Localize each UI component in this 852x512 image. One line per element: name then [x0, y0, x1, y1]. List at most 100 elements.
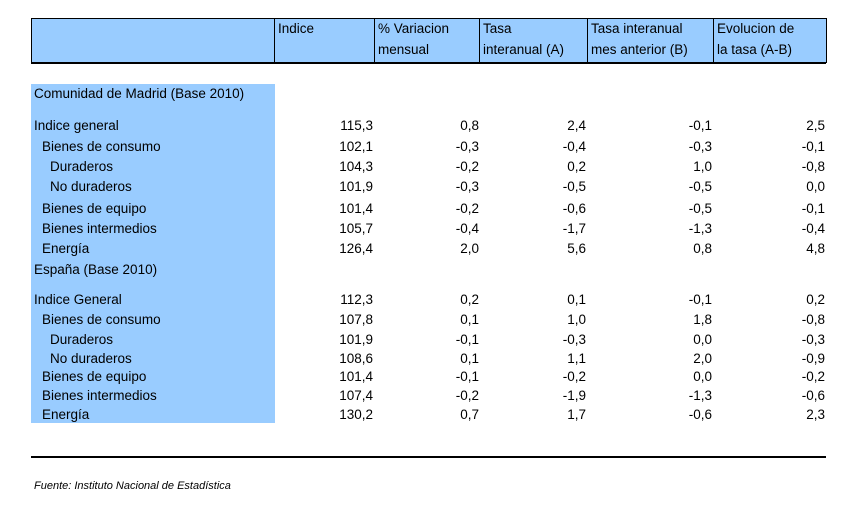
row-label: Indice general [34, 118, 119, 133]
table-cell: 101,4 [339, 369, 373, 384]
table-cell: -0,1 [688, 292, 712, 307]
table-cell: 101,4 [339, 201, 373, 216]
table-cell: -0,2 [455, 388, 479, 403]
table-cell: -0,2 [455, 159, 479, 174]
table-cell: -1,7 [562, 221, 586, 236]
table-cell: -1,3 [688, 221, 712, 236]
table-cell: 0,8 [693, 241, 712, 256]
table-cell: 2,3 [806, 407, 825, 422]
table-row: Comunidad de Madrid (Base 2010) [0, 84, 852, 104]
table-row: Bienes intermedios 107,4 -0,2 -1,9 -1,3 -0,6 [0, 386, 852, 406]
table-cell: -0,3 [455, 179, 479, 194]
table-cell: -0,9 [801, 351, 825, 366]
row-label: Energía [42, 241, 90, 256]
table-cell: 1,1 [567, 351, 586, 366]
row-label: Bienes de consumo [42, 312, 161, 327]
table-cell: -0,3 [801, 332, 825, 347]
table-row: Bienes de equipo 101,4 -0,2 -0,6 -0,5 -0,1 [0, 199, 852, 219]
table-row: Bienes de equipo 101,4 -0,1 -0,2 0,0 -0,2 [0, 367, 852, 387]
table-row: No duraderos 101,9 -0,3 -0,5 -0,5 0,0 [0, 177, 852, 197]
table-row: Energía 126,4 2,0 5,6 0,8 4,8 [0, 239, 852, 259]
table-cell: -0,2 [455, 201, 479, 216]
table-cell: 0,1 [460, 351, 479, 366]
table-cell: -0,1 [688, 118, 712, 133]
footer-rule [31, 456, 826, 458]
table-cell: 1,0 [567, 312, 586, 327]
row-label: Duraderos [50, 159, 114, 174]
row-label: Duraderos [50, 332, 114, 347]
table-cell: 0,7 [460, 407, 479, 422]
table-cell: 115,3 [340, 118, 373, 133]
header-divider [274, 18, 275, 63]
col-header-indice: Indice [278, 21, 315, 36]
table-cell: -1,9 [562, 388, 586, 403]
table-header [31, 18, 826, 62]
col-header-tasa-anterior-line1: Tasa interanual [591, 21, 683, 36]
header-bottom-border [31, 62, 826, 64]
table-cell: -0,5 [688, 179, 712, 194]
table-cell: 0,0 [693, 332, 712, 347]
row-label: Indice General [34, 292, 122, 307]
col-header-tasa-line1: Tasa [483, 21, 512, 36]
table-cell: 102,1 [339, 139, 373, 154]
table-cell: -0,5 [688, 201, 712, 216]
table-cell: 126,4 [339, 241, 373, 256]
table-row: España (Base 2010) [0, 260, 852, 280]
table-cell: 0,1 [460, 312, 479, 327]
table-row: Indice General 112,3 0,2 0,1 -0,1 0,2 [0, 290, 852, 310]
table-cell: -0,1 [801, 139, 825, 154]
header-right-border [826, 18, 827, 63]
header-top-border [31, 18, 826, 19]
table-cell: 2,0 [460, 241, 479, 256]
col-header-tasa-anterior-line2: mes anterior (B) [591, 42, 688, 57]
table-cell: -0,6 [562, 201, 586, 216]
table-row: Duraderos 104,3 -0,2 0,2 1,0 -0,8 [0, 157, 852, 177]
table-cell: -0,3 [562, 332, 586, 347]
table-cell: 0,8 [460, 118, 479, 133]
table-row: Duraderos 101,9 -0,1 -0,3 0,0 -0,3 [0, 330, 852, 350]
source-note: Fuente: Instituto Nacional de Estadístic… [34, 480, 231, 492]
table-cell: -0,3 [455, 139, 479, 154]
header-divider [374, 18, 375, 63]
table-cell: 104,3 [339, 159, 373, 174]
table-cell: -0,4 [801, 221, 825, 236]
col-header-variacion-line2: mensual [378, 42, 430, 57]
col-header-variacion-line1: % Variacion [378, 21, 450, 36]
table-cell: -0,6 [801, 388, 825, 403]
col-header-evolucion-line2: la tasa (A-B) [717, 42, 793, 57]
table-cell: 1,8 [693, 312, 712, 327]
row-label: España (Base 2010) [34, 262, 158, 277]
row-label: No duraderos [50, 179, 132, 194]
table-cell: 0,2 [460, 292, 479, 307]
col-header-tasa-line2: interanual (A) [483, 42, 565, 57]
header-divider [713, 18, 714, 63]
header-divider [479, 18, 480, 63]
row-label: Bienes intermedios [42, 221, 157, 236]
table-cell: 112,3 [340, 292, 373, 307]
table-row: Bienes de consumo 102,1 -0,3 -0,4 -0,3 -0,1 [0, 137, 852, 157]
table-cell: -0,2 [801, 369, 825, 384]
row-label: Bienes intermedios [42, 388, 157, 403]
table-cell: -0,1 [455, 369, 479, 384]
table-cell: 130,2 [339, 407, 373, 422]
table-cell: -0,4 [455, 221, 479, 236]
table-cell: -0,2 [562, 369, 586, 384]
row-label: Bienes de equipo [42, 201, 147, 216]
row-label: Energía [42, 407, 90, 422]
table-cell: -0,1 [455, 332, 479, 347]
table-row: Bienes intermedios 105,7 -0,4 -1,7 -1,3 -0,4 [0, 219, 852, 239]
header-left-border [31, 18, 32, 63]
table-cell: 2,5 [806, 118, 825, 133]
row-label: Comunidad de Madrid (Base 2010) [34, 86, 245, 101]
table-cell: 0,2 [806, 292, 825, 307]
table-cell: 2,0 [693, 351, 712, 366]
table-cell: 0,0 [806, 179, 825, 194]
row-label: Bienes de equipo [42, 369, 147, 384]
table-cell: 5,6 [567, 241, 586, 256]
table-cell: -0,6 [688, 407, 712, 422]
header-divider [587, 18, 588, 63]
row-label: No duraderos [50, 351, 132, 366]
table-cell: 107,8 [339, 312, 373, 327]
table-cell: 105,7 [339, 221, 373, 236]
table-cell: -0,5 [562, 179, 586, 194]
